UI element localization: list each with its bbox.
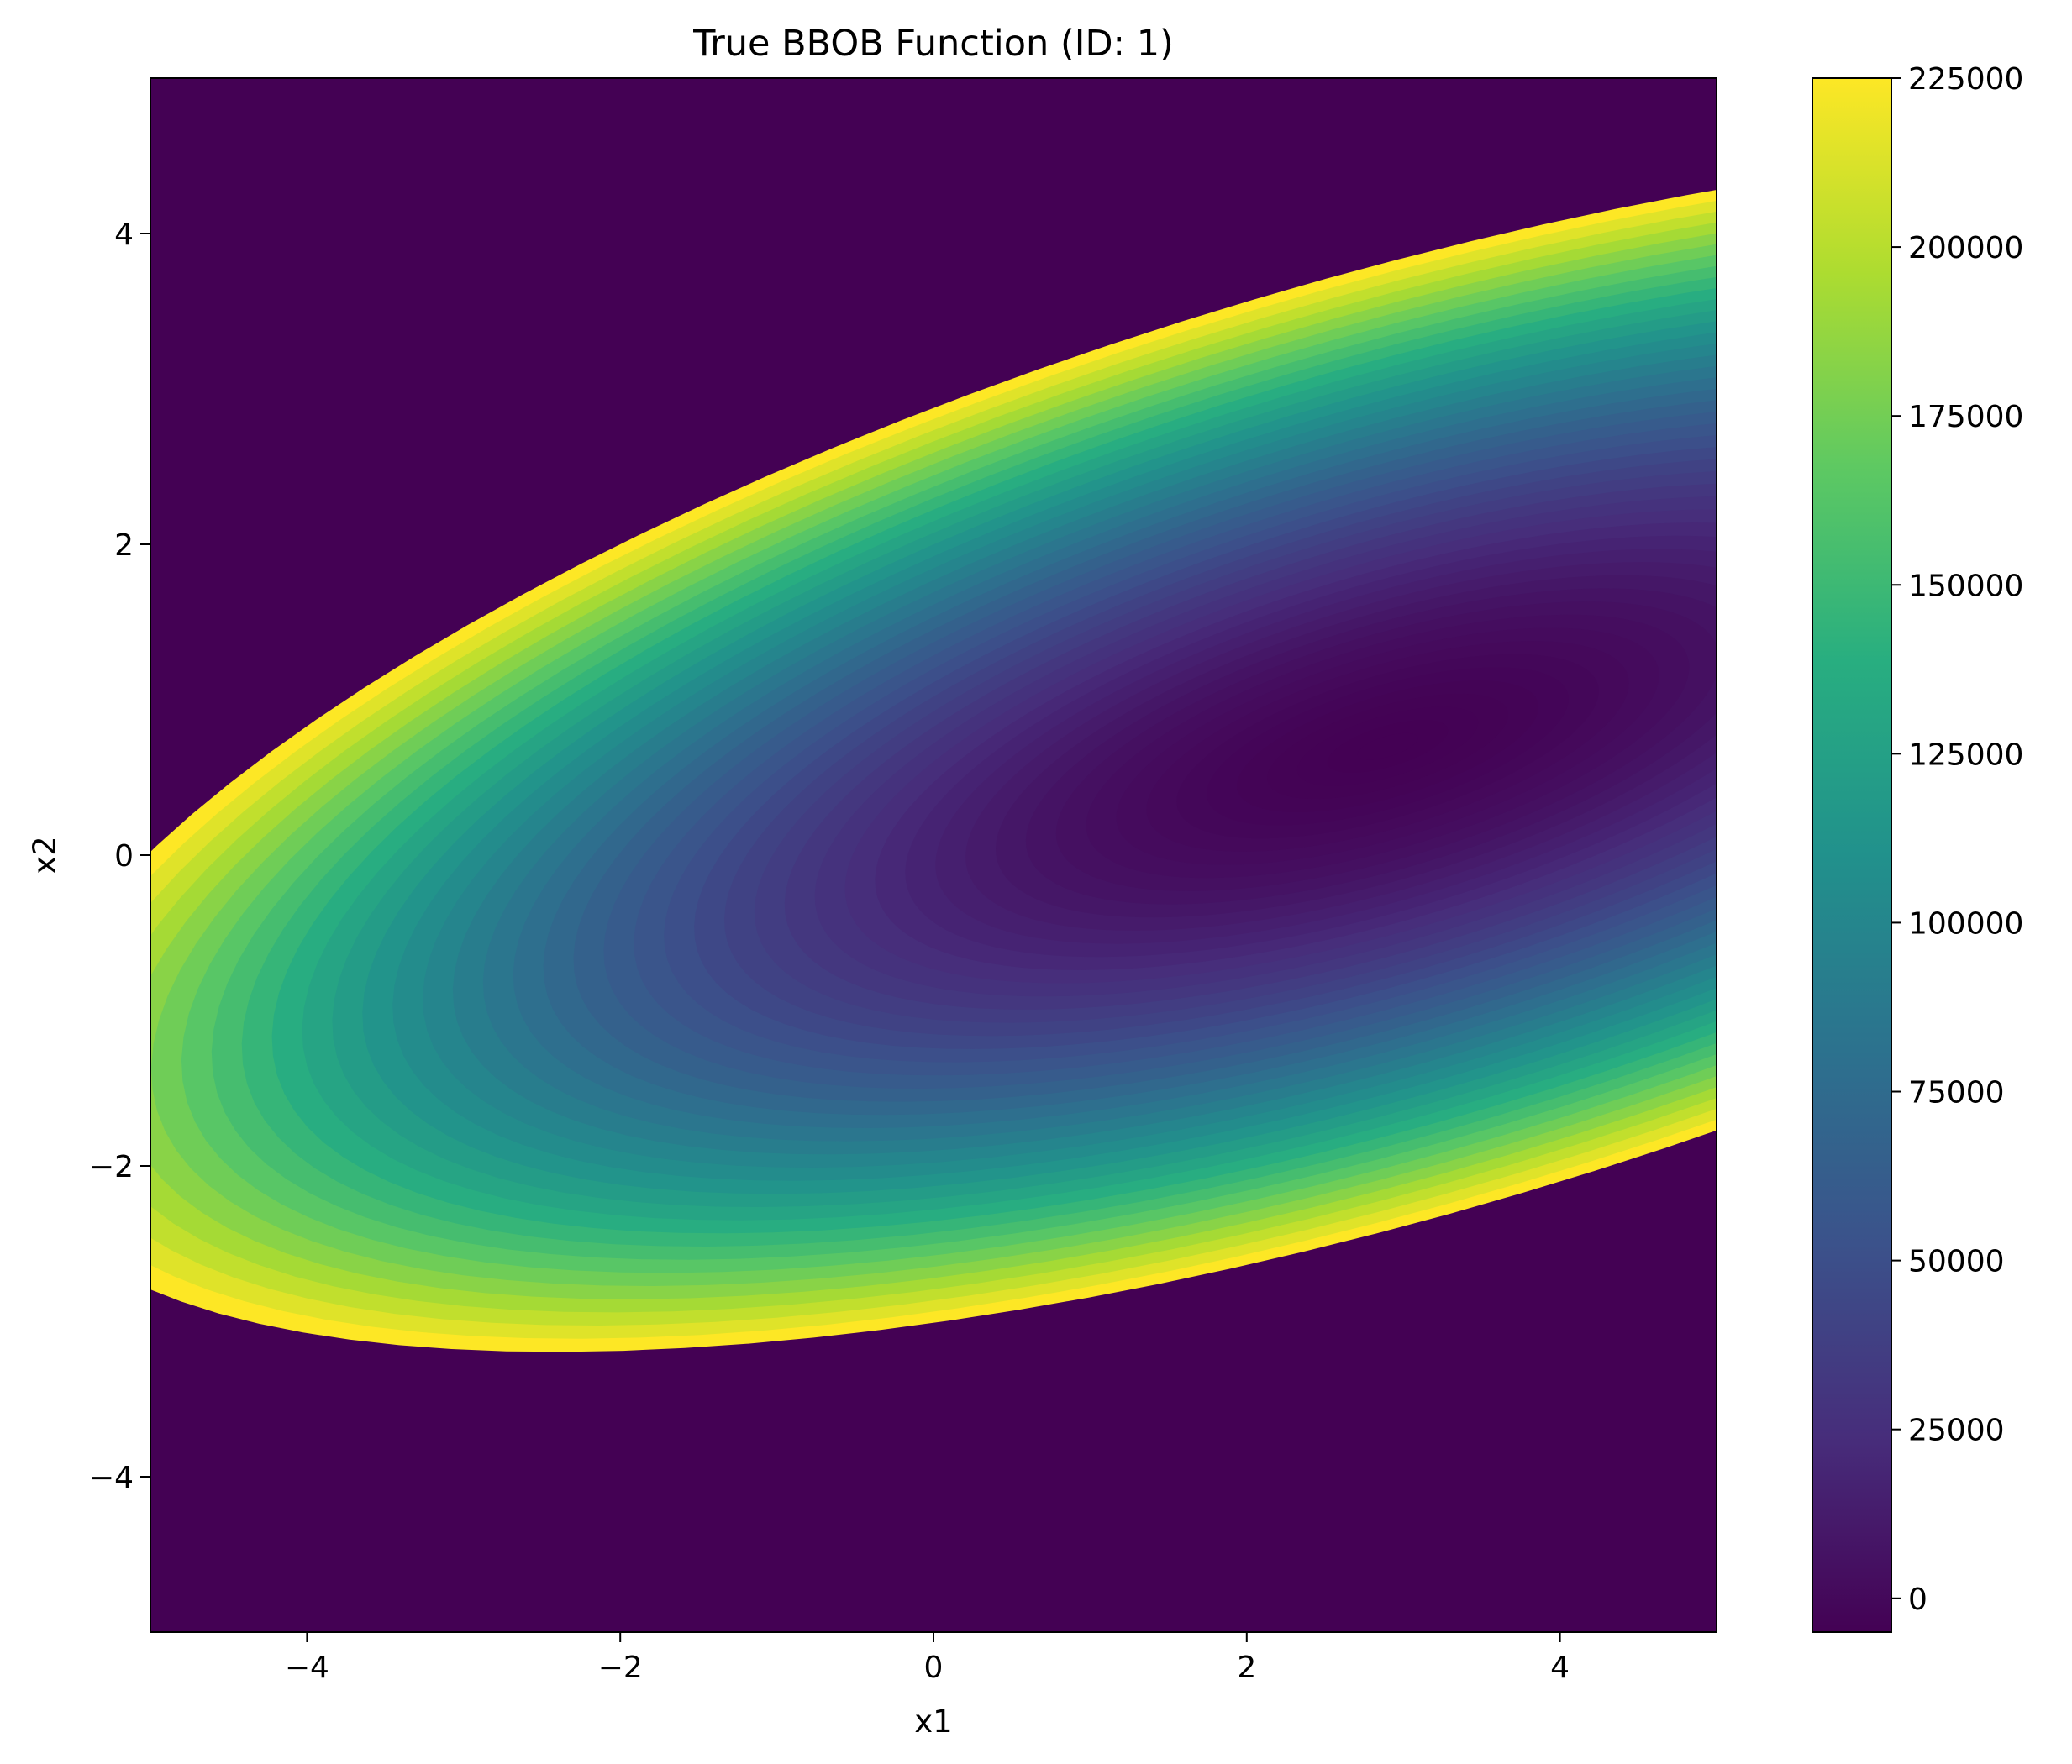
plot-area [150, 77, 1717, 1633]
y-axis: −4 −2 0 2 4 [89, 218, 150, 1495]
colorbar-tick-label: 25000 [1908, 1414, 2005, 1448]
x-tick-label: −4 [285, 1651, 329, 1685]
contour-fill [150, 190, 1717, 1352]
colorbar-tick-label: 50000 [1908, 1245, 2005, 1279]
colorbar: 0 25000 50000 75000 100000 125000 150000 175000… [1812, 62, 2023, 1633]
y-tick-label: −2 [89, 1150, 134, 1184]
colorbar-tick-label: 100000 [1908, 906, 2023, 941]
colorbar-tick-label: 0 [1908, 1583, 1927, 1617]
x-tick-label: 4 [1550, 1651, 1570, 1685]
y-tick-label: 4 [114, 218, 134, 252]
contour-band [1357, 732, 1418, 760]
colorbar-tick-label: 150000 [1908, 569, 2023, 603]
x-tick-label: −2 [598, 1651, 643, 1685]
y-tick-label: 2 [114, 528, 134, 563]
colorbar-frame [1812, 77, 1892, 1633]
colorbar-ticks: 0 25000 50000 75000 100000 125000 150000 175000… [1891, 62, 2023, 1617]
colorbar-tick-label: 175000 [1908, 400, 2023, 434]
colorbar-tick-label: 75000 [1908, 1076, 2005, 1110]
x-tick-label: 0 [924, 1651, 944, 1685]
x-axis: −4 −2 0 2 4 [285, 1632, 1570, 1685]
chart-title: True BBOB Function (ID: 1) [692, 23, 1174, 65]
colorbar-gradient [1812, 78, 1891, 1632]
colorbar-tick-label: 125000 [1908, 738, 2023, 772]
y-tick-label: −4 [89, 1461, 134, 1495]
colorbar-tick-label: 200000 [1908, 231, 2023, 265]
y-tick-label: 0 [114, 839, 134, 874]
x-axis-label: x1 [914, 1704, 952, 1740]
y-axis-label: x2 [27, 836, 63, 874]
colorbar-tick-label: 225000 [1908, 62, 2023, 97]
x-tick-label: 2 [1237, 1651, 1256, 1685]
